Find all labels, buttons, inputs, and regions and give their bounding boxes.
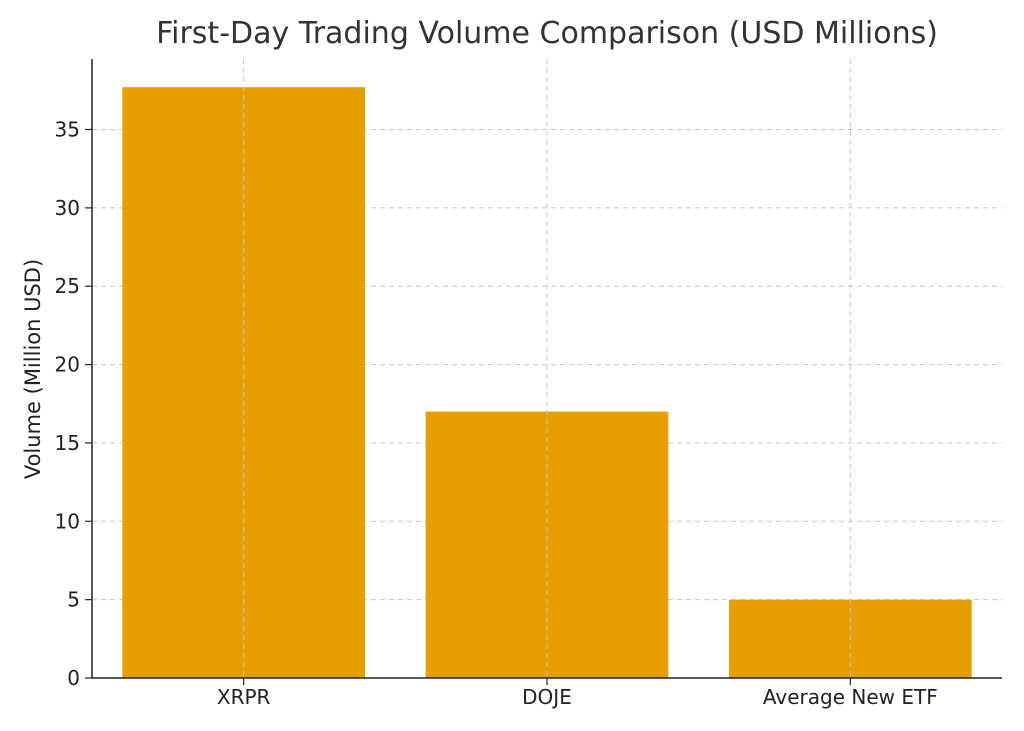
y-tick-label: 15 <box>55 431 80 455</box>
x-tick-label: XRPR <box>217 685 271 709</box>
bars <box>122 87 972 679</box>
y-tick-label: 35 <box>55 118 80 142</box>
y-tick-label: 10 <box>55 509 80 533</box>
bar-xrpr <box>122 87 365 679</box>
x-tick-label: Average New ETF <box>763 685 938 709</box>
tick-labels: 0 5 10 15 20 25 30 35 XRPR DOJE Average New ETF <box>55 118 938 709</box>
x-tick-label: DOJE <box>522 685 572 709</box>
y-tick-label: 25 <box>55 274 80 298</box>
y-tick-label: 0 <box>67 666 80 690</box>
y-tick-label: 30 <box>55 196 80 220</box>
axes <box>85 59 1002 685</box>
vertical-grid <box>243 59 851 678</box>
y-axis-label: Volume (Million USD) <box>21 259 45 479</box>
chart-title: First-Day Trading Volume Comparison (USD… <box>156 16 938 51</box>
y-tick-label: 20 <box>55 353 80 377</box>
y-tick-label: 5 <box>67 588 80 612</box>
